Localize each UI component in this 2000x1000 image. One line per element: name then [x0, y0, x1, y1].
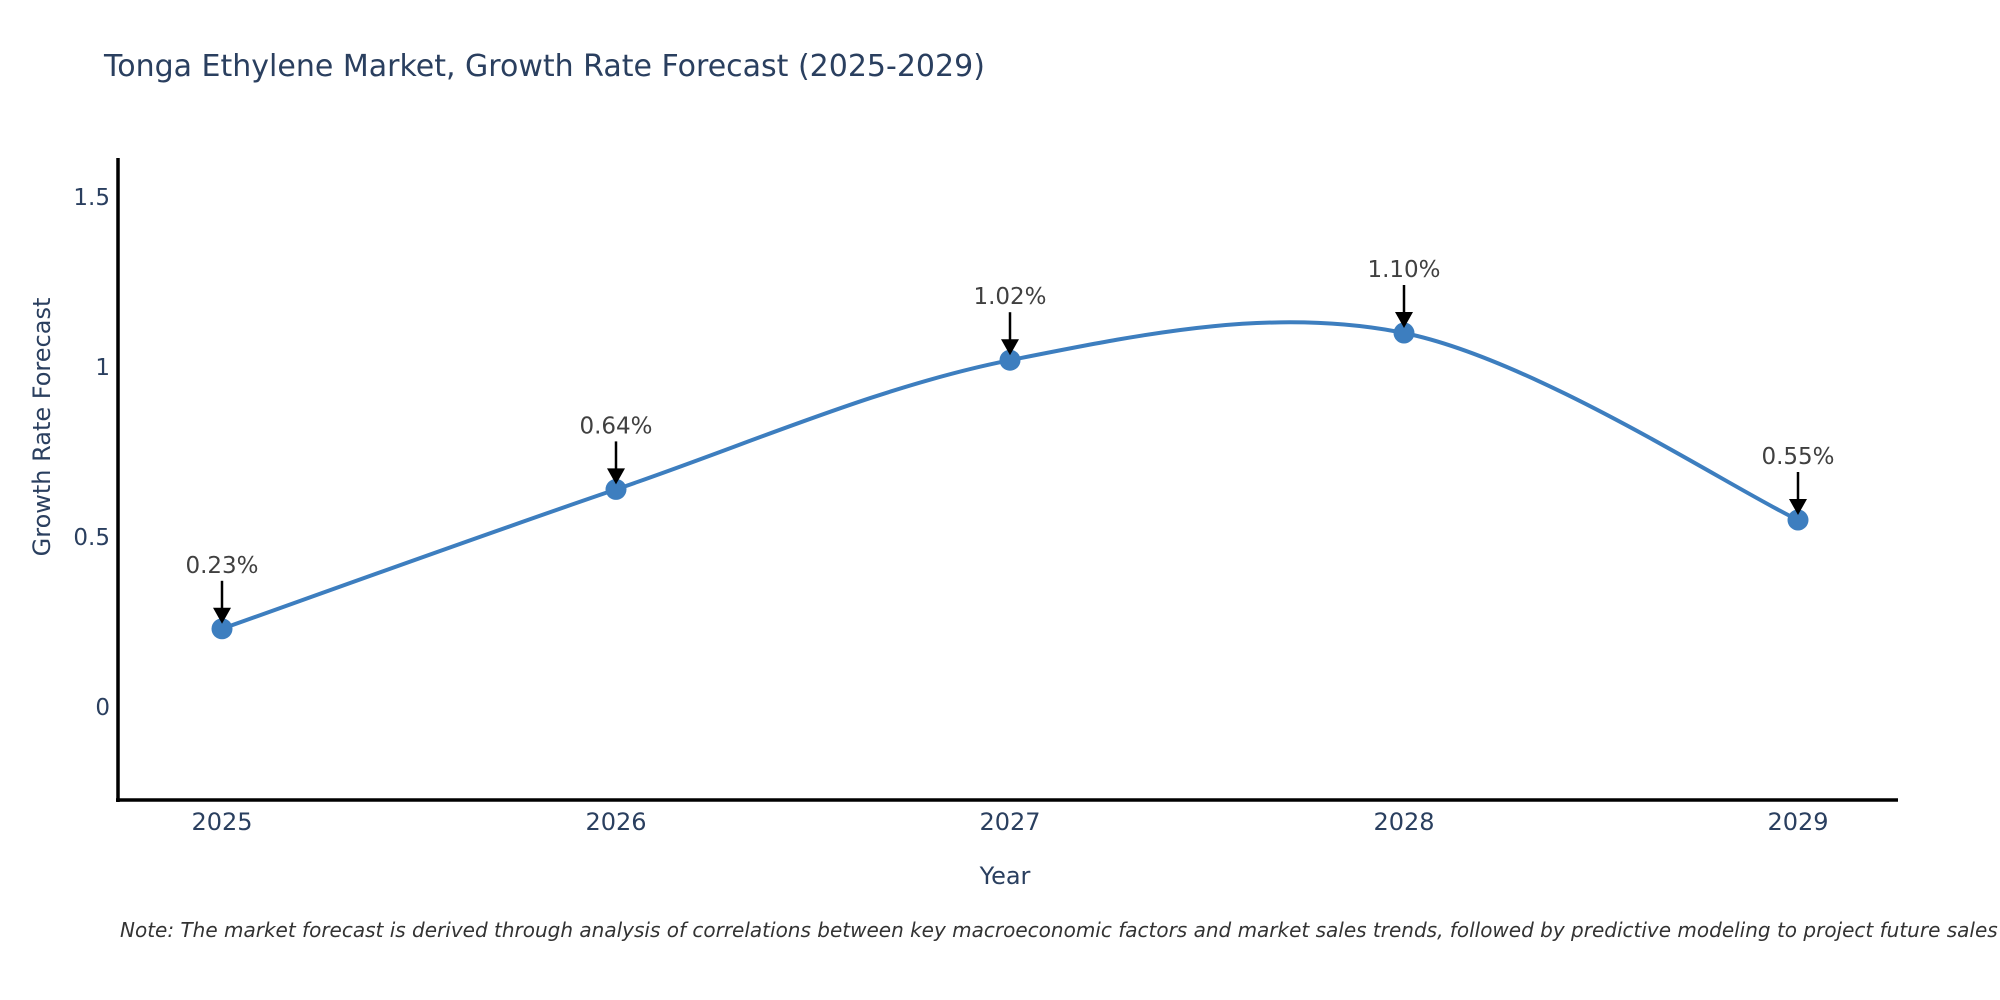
x-tick-label: 2027 [979, 808, 1040, 836]
annotation-label: 0.23% [185, 553, 258, 579]
data-point-marker [999, 349, 1021, 371]
y-tick-label: 0 [95, 695, 110, 721]
data-point-marker [211, 618, 233, 640]
chart-title: Tonga Ethylene Market, Growth Rate Forec… [104, 49, 985, 84]
annotation-arrowhead [1001, 339, 1019, 356]
annotation-label: 1.02% [973, 284, 1046, 310]
annotation-arrowhead [1789, 499, 1807, 515]
x-tick-label: 2026 [585, 808, 646, 836]
data-point-marker [1393, 322, 1415, 344]
annotation-label: 0.55% [1761, 444, 1834, 470]
y-tick-label: 0.5 [73, 525, 110, 551]
annotation-label: 1.10% [1367, 257, 1440, 283]
y-tick-label: 1.5 [73, 185, 110, 211]
annotation-arrowhead [213, 607, 231, 624]
y-tick-label: 1 [95, 355, 110, 381]
data-point-marker [605, 478, 627, 500]
x-tick-label: 2028 [1373, 808, 1434, 836]
annotation-label: 0.64% [579, 413, 652, 439]
data-point-marker [1787, 509, 1809, 531]
annotation-arrowhead [1395, 312, 1413, 328]
annotation-arrowhead [607, 468, 625, 485]
x-axis-label: Year [979, 862, 1031, 890]
footnote: Note: The market forecast is derived thr… [120, 918, 1998, 942]
x-tick-label: 2025 [191, 808, 252, 836]
x-tick-label: 2029 [1767, 808, 1828, 836]
